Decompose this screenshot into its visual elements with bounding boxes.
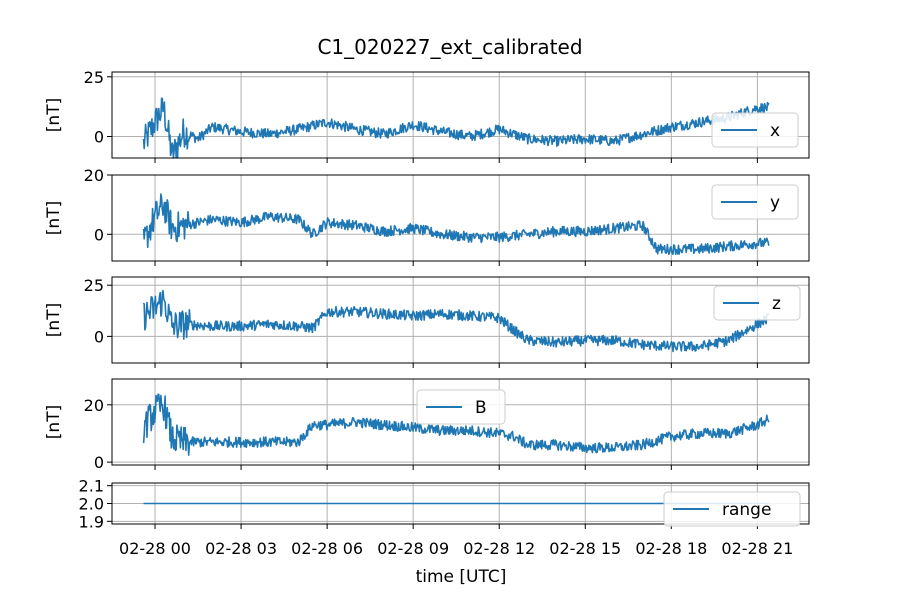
legend-label: range — [722, 500, 771, 520]
axes-frame — [111, 71, 810, 159]
x-tick-label: 02-28 12 — [463, 539, 535, 558]
legend: y — [711, 184, 799, 220]
y-tick-label: 0 — [94, 128, 104, 147]
panel-1: 0 25 [nT] x — [44, 68, 810, 163]
legend-label: B — [475, 398, 487, 418]
x-tick-label: 02-28 06 — [291, 539, 363, 558]
legend: z — [713, 285, 801, 321]
y-tick-label: 0 — [94, 225, 104, 244]
y-axis-label: [nT] — [44, 405, 64, 439]
legend-label: y — [770, 193, 780, 213]
y-axis-label: [nT] — [44, 201, 64, 235]
y-axis-label: [nT] — [44, 98, 64, 132]
y-tick-label: 25 — [84, 68, 104, 87]
series-line-x — [142, 97, 770, 159]
panel-5: 1.92.02.1 range — [79, 477, 810, 531]
panels: 0 25 [nT] x 0 20 [nT] y 0 25 [nT] z 0 20 [nT] B 1.92.02.… — [44, 68, 810, 558]
y-tick-label: 20 — [84, 396, 104, 415]
x-tick-label: 02-28 00 — [119, 539, 191, 558]
panel-2: 0 20 [nT] y — [44, 166, 810, 266]
y-tick-label: 25 — [84, 276, 104, 295]
legend-box — [663, 491, 801, 527]
y-tick-label: 20 — [84, 166, 104, 185]
axes-frame — [111, 378, 810, 466]
y-tick-label: 2.0 — [79, 495, 104, 514]
legend-label: z — [772, 294, 781, 314]
y-tick-label: 0 — [94, 327, 104, 346]
x-tick-label: 02-28 03 — [205, 539, 277, 558]
series-line-B — [142, 393, 770, 456]
x-tick-label: 02-28 09 — [377, 539, 449, 558]
x-tick-label: 02-28 21 — [721, 539, 793, 558]
axes-frame — [111, 482, 810, 525]
series-line-z — [142, 289, 770, 353]
legend: x — [711, 112, 799, 148]
panel-3: 0 25 [nT] z — [44, 276, 810, 368]
figure-title: C1_020227_ext_calibrated — [317, 35, 582, 59]
y-tick-label: 0 — [94, 453, 104, 472]
legend: range — [663, 491, 801, 527]
x-tick-label: 02-28 15 — [549, 539, 621, 558]
x-axis-label: time [UTC] — [416, 567, 507, 587]
series-line-y — [142, 193, 770, 256]
axes-frame — [111, 276, 810, 364]
legend: B — [416, 389, 506, 425]
y-axis-label: [nT] — [44, 303, 64, 337]
y-tick-label: 1.9 — [79, 512, 104, 531]
y-tick-label: 2.1 — [79, 477, 104, 496]
legend-label: x — [770, 121, 780, 141]
panel-4: 0 20 [nT] B — [44, 378, 810, 472]
axes-frame — [111, 174, 810, 262]
x-tick-label: 02-28 18 — [635, 539, 707, 558]
